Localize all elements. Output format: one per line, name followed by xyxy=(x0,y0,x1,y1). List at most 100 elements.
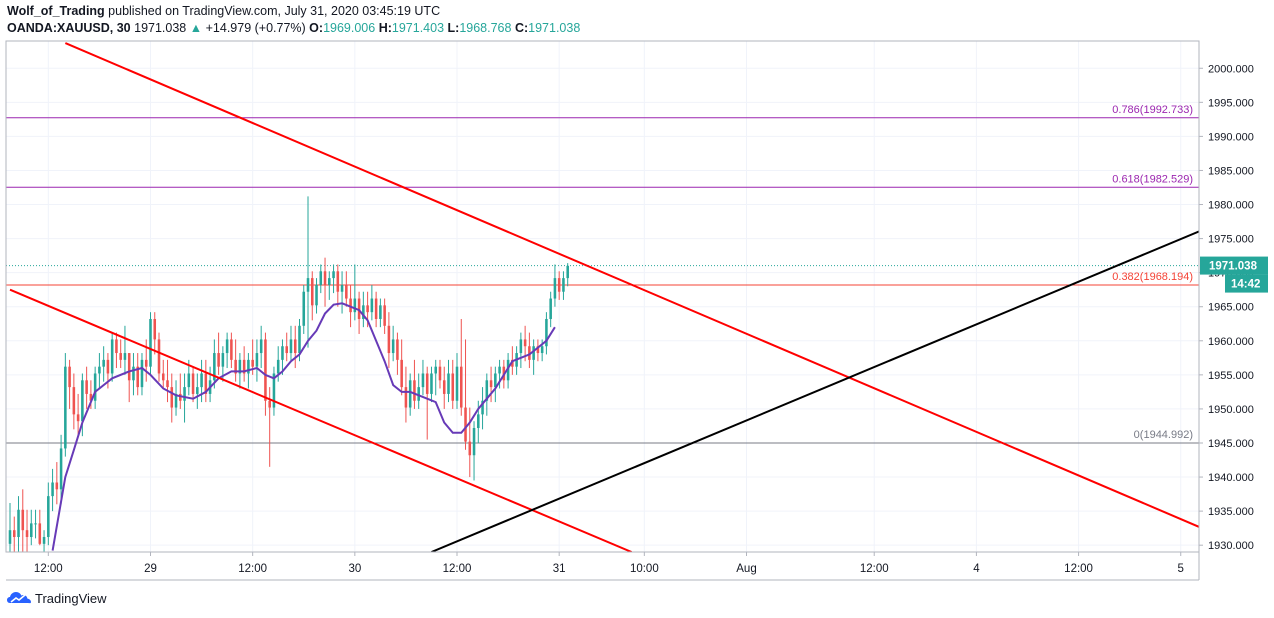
tradingview-logo-icon xyxy=(7,592,31,604)
candle-body xyxy=(157,339,161,374)
candle-body xyxy=(230,339,233,360)
high-label: H: xyxy=(378,21,392,35)
candle-body xyxy=(506,359,510,381)
time-tick-label: 10:00 xyxy=(630,563,659,575)
candle-body xyxy=(21,509,25,531)
trend-lines[interactable] xyxy=(9,42,1206,552)
publish-line: Wolf_of_Trading published on TradingView… xyxy=(7,3,580,20)
close-label: C: xyxy=(514,21,529,35)
candle-body xyxy=(115,339,118,354)
candle-body xyxy=(153,318,157,340)
trend-line-rising-support[interactable] xyxy=(431,228,1206,552)
candle-body xyxy=(481,400,484,415)
candle-body xyxy=(345,284,348,299)
time-tick-label: 30 xyxy=(348,563,361,575)
candle-body xyxy=(183,387,186,401)
candle-body xyxy=(217,353,220,367)
author-link[interactable]: Wolf_of_Trading xyxy=(7,4,105,18)
candle-body xyxy=(127,353,131,381)
fib-level-label: 0.382(1968.194) xyxy=(1112,271,1193,283)
publish-info: published on TradingView.com, July 31, 2… xyxy=(108,4,441,18)
candle-body xyxy=(34,523,37,525)
open-label: O: xyxy=(309,21,324,35)
time-axis[interactable]: 12:00 29 12:00 30 12:00 31 10:00 Aug 12:00 4 12:00… xyxy=(34,552,1184,575)
candle-body xyxy=(366,305,369,313)
candle-body xyxy=(306,278,310,292)
trend-line-lower-channel[interactable] xyxy=(9,288,632,552)
candle-body xyxy=(404,387,408,408)
candle-body xyxy=(408,380,412,408)
candle-body xyxy=(179,393,182,401)
countdown-text: 14:42 xyxy=(1231,279,1260,291)
candle-body xyxy=(332,271,335,279)
candle-body xyxy=(136,366,139,388)
candle-body xyxy=(298,325,301,354)
candle-body xyxy=(234,359,237,374)
candle-body xyxy=(30,523,33,538)
fib-level-label: 0.618(1982.529) xyxy=(1112,173,1193,185)
price-tick-label: 1935.000 xyxy=(1208,506,1254,518)
time-tick-label: 12:00 xyxy=(443,563,472,575)
time-tick-label: 4 xyxy=(973,563,980,575)
price-axis[interactable]: 1930.000 1935.000 1940.000 1945.000 1950.000… xyxy=(1199,63,1268,552)
candle-body xyxy=(187,373,191,388)
candle-body xyxy=(349,298,352,313)
candle-body xyxy=(519,339,523,354)
candle-body xyxy=(247,359,250,374)
price-tick-label: 1955.000 xyxy=(1208,370,1254,382)
candle-body xyxy=(213,353,216,381)
time-tick-label: 12:00 xyxy=(34,563,63,575)
footer-brand-label: TradingView xyxy=(35,590,107,606)
candle-body xyxy=(144,359,148,367)
candle-body xyxy=(374,298,378,319)
candle-body xyxy=(251,359,254,367)
candle-body xyxy=(140,359,144,388)
candle-body xyxy=(276,359,280,374)
candle-body xyxy=(76,414,80,422)
candle-body xyxy=(191,373,195,394)
time-tick-label: 31 xyxy=(553,563,566,575)
candle-body xyxy=(540,346,544,354)
candle-body xyxy=(438,366,442,381)
candle-body xyxy=(315,284,318,306)
candle-body xyxy=(379,305,382,319)
time-tick-label: 12:00 xyxy=(860,563,889,575)
candle-body xyxy=(319,271,323,285)
trend-line-upper-channel[interactable] xyxy=(64,42,1202,528)
candle-body xyxy=(59,448,63,490)
candle-body xyxy=(38,523,42,544)
price-tick-label: 1965.000 xyxy=(1208,302,1254,314)
price-tick-label: 1995.000 xyxy=(1208,97,1254,109)
candle-body xyxy=(413,380,416,401)
candle-body xyxy=(123,353,127,360)
candle-body xyxy=(132,366,135,381)
symbol-label[interactable]: OANDA:XAUUSD, 30 xyxy=(7,21,131,35)
countdown-tag xyxy=(1225,274,1268,293)
chart-frame xyxy=(5,40,1200,581)
candle-body xyxy=(64,366,67,449)
candle-body xyxy=(417,387,420,401)
candle-body xyxy=(391,339,395,354)
candle-body xyxy=(221,353,225,367)
candle-body xyxy=(81,380,84,422)
candle-body xyxy=(472,427,476,456)
candle-body xyxy=(302,291,306,326)
candle-body xyxy=(387,325,391,354)
candle-body xyxy=(8,530,12,544)
footer-brand[interactable]: TradingView xyxy=(7,590,107,606)
fib-level-label: 0(1944.992) xyxy=(1134,429,1193,441)
candle-body xyxy=(93,373,97,401)
candle-body xyxy=(281,346,284,360)
candle-body xyxy=(289,339,293,354)
candle-body xyxy=(455,366,459,401)
candle-body xyxy=(336,271,340,292)
price-tick-label: 1990.000 xyxy=(1208,131,1254,143)
candle-body xyxy=(562,278,565,292)
candle-body xyxy=(430,373,433,394)
current-price-tag xyxy=(1200,256,1268,275)
fibonacci-levels: 0.786(1992.733) 0.618(1982.529) 0.382(1968… xyxy=(6,104,1199,444)
candle-body xyxy=(268,400,271,408)
candle-body xyxy=(323,271,327,285)
candle-body xyxy=(106,359,110,374)
